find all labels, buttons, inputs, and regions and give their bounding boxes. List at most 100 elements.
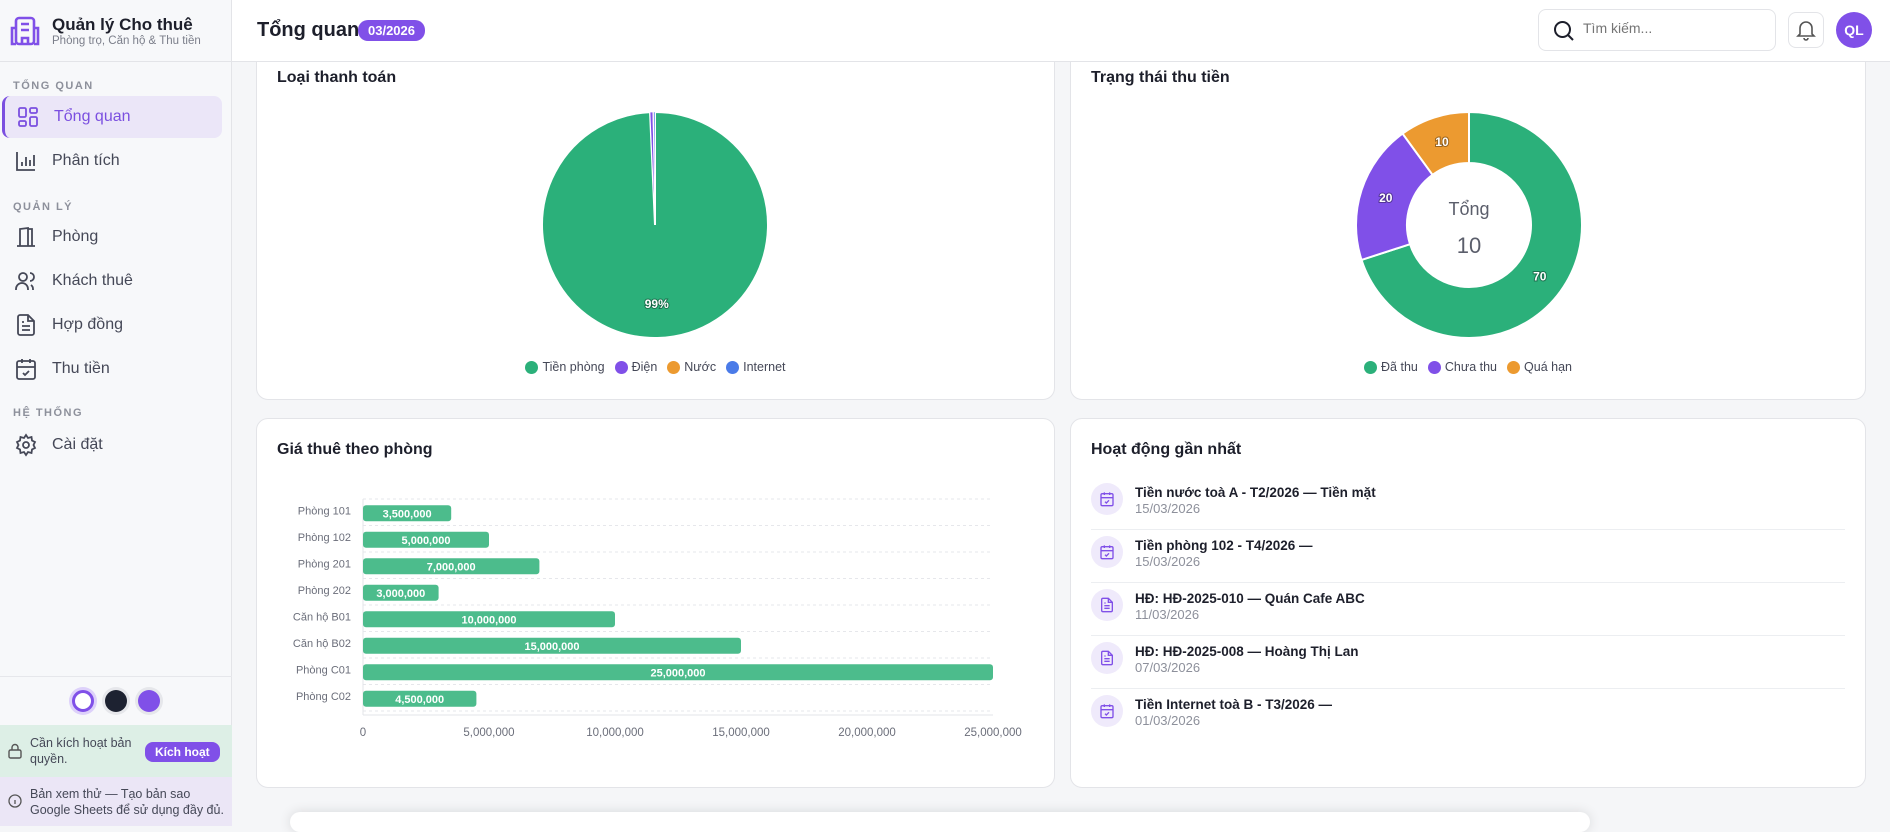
users-icon: [15, 272, 35, 290]
legend-label: Đã thu: [1381, 360, 1418, 374]
pie-slice: [1360, 110, 1583, 339]
sidebar-item-label: Khách thuê: [52, 272, 133, 289]
bar: [363, 611, 615, 628]
activity-title: Tiền nước toà A - T2/2026 — Tiền mặt: [1135, 485, 1376, 500]
legend-label: Tiền phòng: [542, 360, 605, 374]
period-badge: 03/2026: [358, 20, 425, 41]
document-icon: [17, 314, 35, 336]
activity-item[interactable]: Tiền phòng 102 - T4/2026 —15/03/2026: [1091, 530, 1845, 583]
trial-banner: Bản xem thử — Tạo bản sao Google Sheets …: [0, 777, 232, 826]
collection-status-donut-chart: 70 20 10: [1355, 110, 1583, 339]
sidebar-item-label: Hợp đồng: [52, 316, 123, 333]
x-tick-label: 5,000,000: [463, 727, 514, 739]
legend-item[interactable]: Chưa thu: [1427, 360, 1497, 374]
chart-legend: Tiền phòng Điện Nước Internet: [257, 360, 1054, 374]
activity-item[interactable]: Tiền nước toà A - T2/2026 — Tiền mặt 15/0…: [1091, 477, 1845, 530]
sidebar-item-phong[interactable]: Phòng: [2, 216, 222, 258]
pie-slice: [1355, 132, 1434, 262]
sidebar-item-khach-thue[interactable]: Khách thuê: [2, 260, 222, 302]
activity-item[interactable]: HĐ: HĐ-2025-010 — Quán Cafe ABC 11/03/202…: [1091, 583, 1845, 636]
y-tick-label: Phòng 201: [298, 558, 351, 570]
bar: [363, 690, 477, 707]
donut-center-value: 10: [1456, 233, 1482, 258]
legend-item[interactable]: Nước: [667, 360, 716, 374]
building-icon: [10, 16, 40, 46]
y-tick-label: Phòng C01: [296, 664, 351, 676]
section-label: HỆ THỐNG: [13, 407, 84, 419]
notification-button[interactable]: [1788, 12, 1824, 48]
license-banner: Cần kích hoạt bản quyền. Kích hoạt: [0, 725, 232, 777]
bar: [363, 505, 452, 522]
data-label: 20: [1379, 191, 1393, 205]
sidebar-item-label: Cài đặt: [52, 436, 103, 453]
sidebar-item-thu-tien[interactable]: Thu tiền: [2, 348, 222, 390]
bar-data-label: 15,000,000: [524, 641, 579, 653]
bar-chart-icon: [16, 152, 35, 171]
sidebar-item-hop-dong[interactable]: Hợp đồng: [2, 304, 222, 346]
x-tick-label: 0: [360, 727, 366, 739]
x-tick-label: 25,000,000: [964, 727, 1022, 739]
card-title: Hoạt động gần nhất: [1091, 441, 1242, 458]
y-tick-label: Căn hộ B02: [293, 638, 351, 650]
bar: [363, 637, 741, 654]
rent-bar-chart: Phòng 101 3,500,000 Phòng 102 5,000,000 Phòn…: [293, 498, 1022, 739]
sidebar-item-label: Tổng quan: [54, 108, 131, 125]
sidebar-item-tong-quan[interactable]: Tổng quan: [2, 96, 222, 138]
bar-data-label: 3,500,000: [383, 508, 432, 520]
legend-label: Nước: [684, 360, 717, 374]
license-text: Cần kích hoạt bản quyền.: [30, 736, 132, 766]
legend-swatch: [667, 360, 681, 374]
legend-item[interactable]: Tiền phòng: [525, 360, 605, 374]
activity-icon-wrap: [1091, 483, 1123, 515]
bar-data-label: 25,000,000: [650, 667, 705, 679]
header: Tổng quan 03/2026 QL: [232, 0, 1890, 62]
activity-title: HĐ: HĐ-2025-008 — Hoàng Thị Lan: [1135, 644, 1359, 659]
y-tick-label: Phòng 101: [298, 505, 351, 517]
sidebar-item-label: Phân tích: [52, 152, 120, 169]
activity-item[interactable]: HĐ: HĐ-2025-008 — Hoàng Thị Lan 07/03/202…: [1091, 636, 1845, 689]
calendar-check-icon: [16, 359, 36, 380]
legend-swatch: [726, 360, 740, 374]
page-title: Tổng quan: [257, 19, 360, 41]
collection-status-card: Trạng thái thu tiền 70 20 10 Tổng 10 Đã th…: [1070, 30, 1866, 400]
theme-dark[interactable]: [105, 690, 127, 712]
data-label: 99%: [645, 297, 669, 311]
avatar[interactable]: QL: [1836, 12, 1872, 48]
sidebar: Quản lý Cho thuê Phòng trọ, Căn hộ & Thu…: [0, 0, 232, 826]
legend-item[interactable]: Quá hạn: [1507, 360, 1572, 374]
info-icon: [8, 794, 22, 808]
legend-item[interactable]: Điện: [614, 360, 657, 374]
x-tick-label: 10,000,000: [586, 727, 644, 739]
lock-icon: [8, 743, 22, 759]
legend-swatch: [614, 360, 628, 374]
y-tick-label: Phòng C02: [296, 691, 351, 703]
calendar-check-icon: [1100, 492, 1114, 507]
search-input[interactable]: [1583, 20, 1763, 36]
trial-text: Bản xem thử — Tạo bản sao Google Sheets …: [30, 787, 224, 817]
calendar-check-icon: [1100, 704, 1114, 719]
sidebar-item-phan-tich[interactable]: Phân tích: [2, 140, 222, 182]
card-title: Loại thanh toán: [277, 69, 397, 86]
donut-center-label: Tổng: [1448, 199, 1490, 219]
search-box[interactable]: [1538, 9, 1776, 51]
theme-purple[interactable]: [138, 690, 160, 712]
sidebar-item-cai-dat[interactable]: Cài đặt: [2, 424, 222, 466]
y-tick-label: Phòng 102: [298, 532, 351, 544]
activity-title: Tiền Internet toà B - T3/2026 —: [1135, 697, 1333, 712]
activity-title: HĐ: HĐ-2025-010 — Quán Cafe ABC: [1135, 591, 1365, 606]
data-label: 10: [1435, 135, 1449, 149]
legend-label: Quá hạn: [1524, 360, 1572, 374]
legend-item[interactable]: Đã thu: [1364, 360, 1418, 374]
legend-item[interactable]: Internet: [726, 360, 786, 374]
y-tick-label: Căn hộ B01: [293, 611, 351, 623]
x-tick-label: 20,000,000: [838, 727, 896, 739]
theme-light[interactable]: [72, 690, 94, 712]
activity-item[interactable]: Tiền Internet toà B - T3/2026 —01/03/202…: [1091, 689, 1845, 742]
payment-type-card: Loại thanh toán 99% Tiền phòng Điện Nước In…: [256, 30, 1055, 400]
sidebar-item-label: Thu tiền: [52, 360, 110, 377]
activity-icon-wrap: [1091, 695, 1123, 727]
activate-button[interactable]: Kích hoạt: [145, 742, 220, 762]
bar: [363, 531, 489, 548]
legend-swatch: [525, 360, 539, 374]
section-label: QUẢN LÝ: [13, 201, 73, 213]
